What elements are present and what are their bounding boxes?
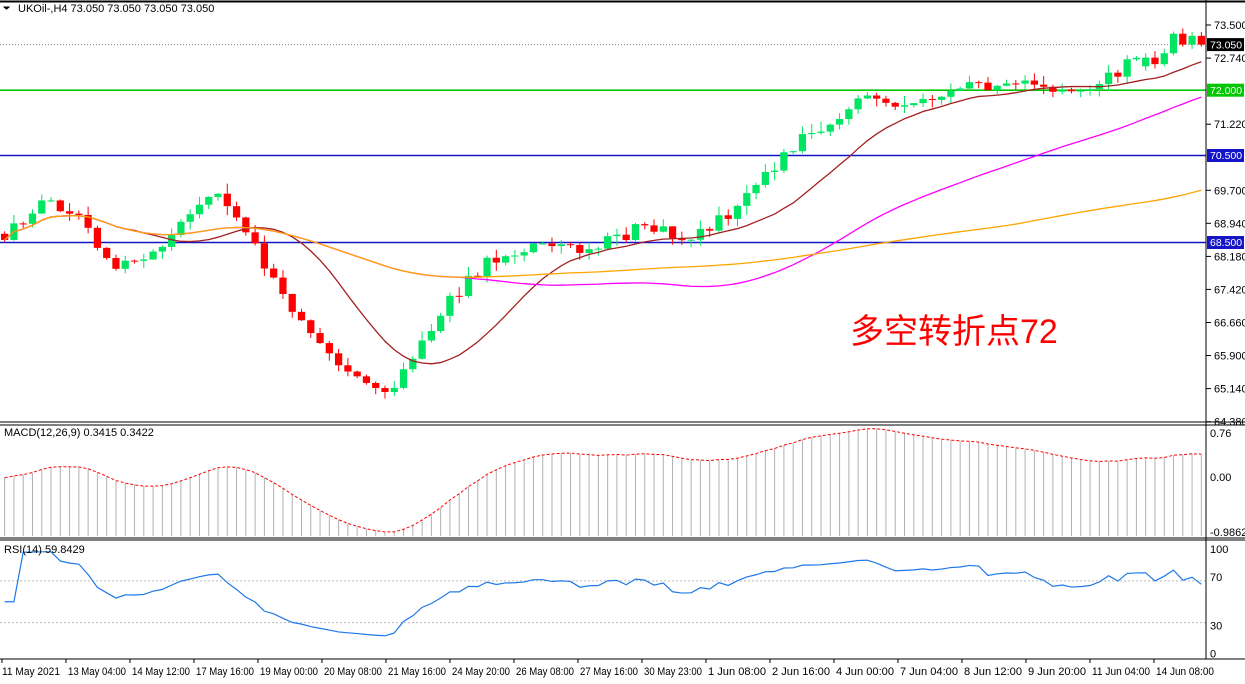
svg-text:20 May 08:00: 20 May 08:00 xyxy=(324,666,382,678)
svg-text:67.420: 67.420 xyxy=(1214,284,1245,296)
svg-text:14 May 12:00: 14 May 12:00 xyxy=(132,666,190,678)
svg-text:8 Jun 12:00: 8 Jun 12:00 xyxy=(964,666,1022,678)
svg-text:9 Jun 20:00: 9 Jun 20:00 xyxy=(1028,666,1086,678)
svg-text:73.500: 73.500 xyxy=(1214,20,1245,32)
svg-text:17 May 16:00: 17 May 16:00 xyxy=(196,666,254,678)
svg-text:11 May 2021: 11 May 2021 xyxy=(2,666,60,678)
svg-text:73.050: 73.050 xyxy=(1210,39,1242,51)
svg-text:70.500: 70.500 xyxy=(1210,150,1242,162)
svg-text:66.660: 66.660 xyxy=(1214,318,1245,330)
svg-text:1 Jun 08:00: 1 Jun 08:00 xyxy=(708,666,766,678)
svg-text:MACD(12,26,9) 0.3415 0.3422: MACD(12,26,9) 0.3415 0.3422 xyxy=(4,427,154,439)
svg-text:RSI(14) 59.8429: RSI(14) 59.8429 xyxy=(4,544,85,556)
svg-text:14 Jun 08:00: 14 Jun 08:00 xyxy=(1156,666,1214,678)
svg-text:100: 100 xyxy=(1210,544,1228,556)
svg-text:68.500: 68.500 xyxy=(1210,237,1242,249)
svg-text:多空转折点72: 多空转折点72 xyxy=(850,313,1058,351)
svg-text:21 May 16:00: 21 May 16:00 xyxy=(388,666,446,678)
svg-text:-0.9862: -0.9862 xyxy=(1210,527,1245,539)
svg-text:24 May 20:00: 24 May 20:00 xyxy=(452,666,510,678)
svg-text:19 May 00:00: 19 May 00:00 xyxy=(260,666,318,678)
svg-text:11 Jun 04:00: 11 Jun 04:00 xyxy=(1092,666,1150,678)
svg-text:72.740: 72.740 xyxy=(1214,53,1245,65)
svg-text:72.000: 72.000 xyxy=(1210,85,1242,97)
svg-text:65.900: 65.900 xyxy=(1214,351,1245,363)
svg-text:26 May 08:00: 26 May 08:00 xyxy=(516,666,574,678)
svg-text:30: 30 xyxy=(1210,621,1222,633)
svg-text:13 May 04:00: 13 May 04:00 xyxy=(68,666,126,678)
svg-text:2 Jun 16:00: 2 Jun 16:00 xyxy=(772,666,830,678)
svg-text:69.700: 69.700 xyxy=(1214,185,1245,197)
svg-text:0.76: 0.76 xyxy=(1210,428,1231,440)
svg-text:30 May 23:00: 30 May 23:00 xyxy=(644,666,702,678)
svg-text:7 Jun 04:00: 7 Jun 04:00 xyxy=(900,666,958,678)
svg-text:0.00: 0.00 xyxy=(1210,472,1231,484)
svg-text:65.140: 65.140 xyxy=(1214,384,1245,396)
svg-text:4 Jun 00:00: 4 Jun 00:00 xyxy=(836,666,894,678)
svg-text:68.180: 68.180 xyxy=(1214,251,1245,263)
svg-text:UKOil-,H4 73.050 73.050 73.05: UKOil-,H4 73.050 73.050 73.050 73.050 xyxy=(18,3,214,15)
svg-text:0: 0 xyxy=(1210,648,1216,660)
svg-text:70: 70 xyxy=(1210,572,1222,584)
svg-text:71.220: 71.220 xyxy=(1214,119,1245,131)
svg-text:68.940: 68.940 xyxy=(1214,218,1245,230)
svg-text:27 May 16:00: 27 May 16:00 xyxy=(580,666,638,678)
